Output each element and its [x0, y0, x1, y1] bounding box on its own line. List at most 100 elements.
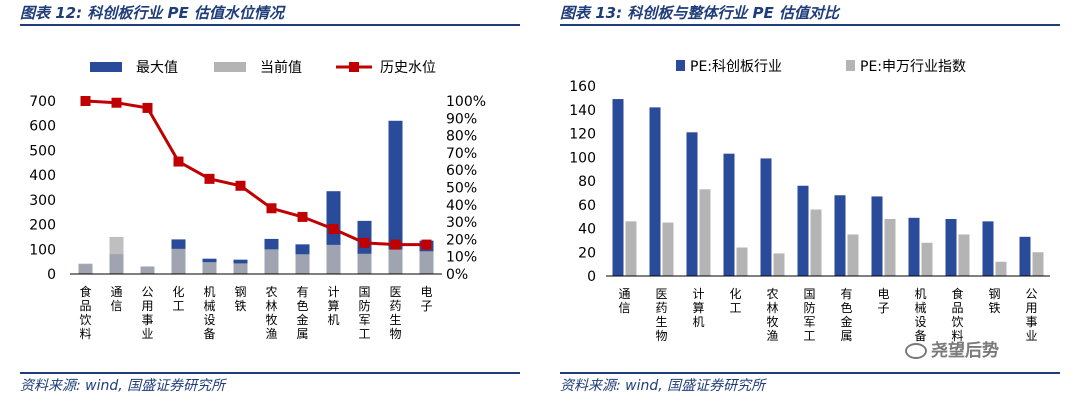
y-axis-tick-label: 20 [578, 245, 596, 261]
right-axis-tick-label: 50% [446, 181, 477, 197]
category-label: 医药生物 [389, 285, 401, 341]
star-market-pe-bar [908, 217, 920, 276]
star-market-pe-bar [686, 132, 698, 276]
sw-index-pe-bar [847, 234, 859, 276]
left-axis-tick-label: 0 [47, 267, 56, 283]
category-label: 化工 [729, 287, 741, 315]
category-label: 通信 [110, 285, 122, 313]
y-axis-tick-label: 40 [578, 222, 596, 238]
sw-index-pe-bar [625, 221, 637, 276]
left-source-note: 资料来源: wind, 国盛证券研究所 [20, 378, 226, 394]
category-label: 公用事业 [141, 285, 153, 341]
category-label: 化工 [172, 285, 184, 313]
right-axis-tick-label: 30% [446, 215, 477, 231]
legend-label-sw: PE:申万行业指数 [860, 59, 966, 75]
category-label: 机械设备 [203, 285, 215, 341]
star-market-pe-bar [945, 219, 957, 276]
history-percentile-marker [390, 239, 401, 250]
current-value-bar [233, 263, 248, 274]
sw-index-pe-bar [958, 234, 970, 276]
history-percentile-marker [421, 239, 432, 250]
sw-index-pe-bar [884, 219, 896, 276]
y-axis-tick-label: 80 [578, 174, 596, 190]
right-source-rule [560, 372, 1060, 374]
star-market-pe-bar [760, 158, 772, 276]
left-axis-tick-label: 500 [29, 143, 56, 159]
current-value-bar [357, 253, 372, 274]
legend-label-current: 当前值 [260, 59, 302, 76]
history-percentile-marker [359, 237, 370, 248]
star-market-pe-bar [723, 153, 735, 276]
history-percentile-marker [142, 102, 153, 113]
star-market-pe-bar [982, 221, 994, 276]
y-axis-tick-label: 0 [587, 269, 596, 285]
right-axis-tick-label: 100% [446, 94, 486, 110]
legend-label-star: PE:科创板行业 [690, 59, 782, 75]
star-market-pe-bar [797, 185, 809, 276]
left-chart-panel: 图表 12: 科创板行业 PE 估值水位情况 0 100 200 300 400 500 6… [20, 4, 520, 394]
history-percentile-marker [80, 96, 91, 106]
star-market-pe-bar [612, 99, 624, 276]
left-axis-tick-label: 200 [29, 218, 56, 234]
watermark: 尧望后势 [905, 336, 999, 361]
sw-index-pe-bar [662, 222, 674, 276]
category-label: 计算机 [327, 285, 339, 327]
sw-index-pe-bar [699, 189, 711, 276]
left-chart-title: 图表 12: 科创板行业 PE 估值水位情况 [20, 4, 285, 22]
legend-label-max: 最大值 [136, 60, 178, 76]
right-axis-tick-label: 10% [446, 250, 477, 266]
sw-index-pe-bar [995, 261, 1007, 276]
right-axis-tick-label: 90% [446, 111, 477, 127]
category-label: 农林牧渔 [766, 287, 778, 343]
y-axis-tick-label: 100 [569, 150, 596, 166]
sw-index-pe-bar [1032, 252, 1044, 276]
y-axis-tick-label: 160 [569, 79, 596, 95]
current-value-bar [202, 262, 217, 274]
max-value-bar [388, 120, 403, 275]
star-market-pe-bar [1019, 236, 1031, 276]
sw-index-pe-bar [921, 242, 933, 276]
category-label: 电子 [877, 287, 889, 315]
right-axis-tick-label: 0% [446, 267, 468, 283]
right-title-rule [560, 24, 1060, 26]
star-market-pe-bar [649, 107, 661, 276]
category-label: 计算机 [692, 287, 704, 329]
category-label: 电子 [420, 285, 432, 313]
star-market-pe-bar [834, 195, 846, 276]
history-percentile-marker [235, 180, 246, 191]
sw-index-pe-bar [810, 209, 822, 276]
current-value-bar [264, 249, 279, 274]
current-value-bar [78, 263, 93, 274]
y-axis-tick-label: 60 [578, 198, 596, 214]
right-axis-tick-label: 20% [446, 232, 477, 248]
history-percentile-marker [173, 156, 184, 167]
category-label: 钢铁 [988, 287, 1000, 315]
category-label: 有色金属 [840, 287, 852, 343]
history-percentile-marker [328, 224, 339, 235]
left-axis-tick-label: 300 [29, 193, 56, 209]
left-source-rule [20, 372, 520, 374]
category-label: 通信 [618, 287, 630, 315]
y-axis-tick-label: 120 [569, 127, 596, 143]
left-title-rule [20, 24, 520, 26]
category-label: 食品饮料 [951, 286, 963, 343]
star-market-pe-bar [871, 196, 883, 276]
right-axis-tick-label: 40% [446, 198, 477, 214]
legend-swatch-star [676, 60, 685, 71]
watermark-text: 尧望后势 [931, 341, 999, 361]
history-percentile-marker [266, 203, 277, 214]
category-label: 有色金属 [296, 285, 308, 341]
left-axis-tick-label: 600 [29, 119, 56, 135]
sw-index-pe-bar [736, 247, 748, 276]
left-axis-tick-label: 700 [29, 94, 56, 110]
current-value-bar [419, 251, 434, 274]
legend-marker-history [349, 62, 359, 72]
right-axis-tick-label: 70% [446, 146, 477, 162]
category-label: 农林牧渔 [265, 285, 277, 341]
current-value-bar [140, 266, 155, 274]
current-value-bar [388, 249, 403, 274]
history-percentile-marker [297, 211, 308, 222]
current-value-bar [171, 248, 186, 274]
history-percentile-marker [111, 97, 122, 108]
left-chart-svg: 0 100 200 300 400 500 600 700 0%10% 20%30%40%50% 6… [29, 59, 486, 341]
